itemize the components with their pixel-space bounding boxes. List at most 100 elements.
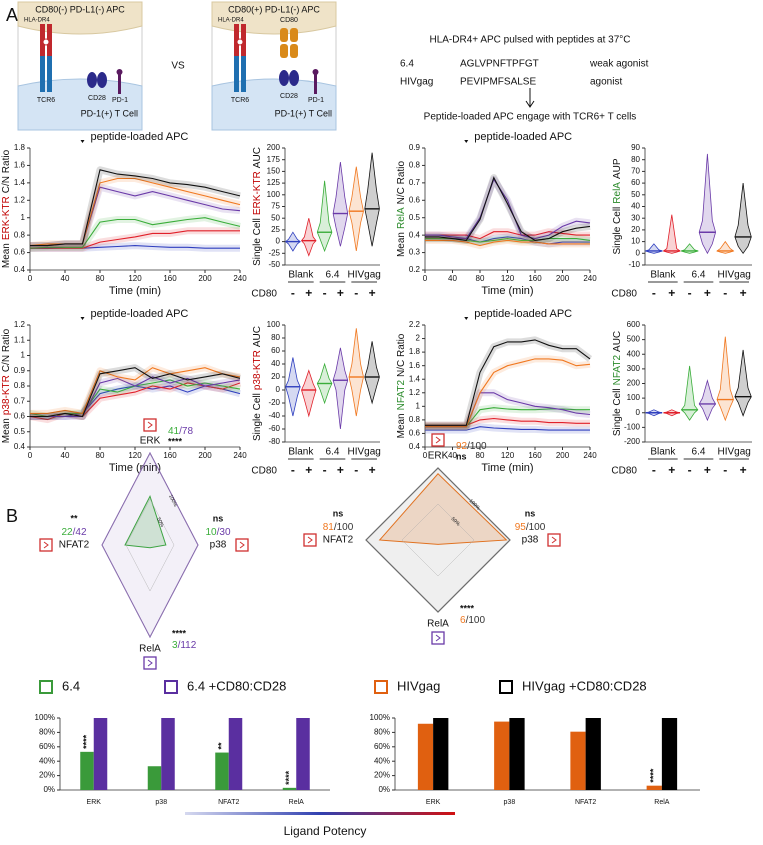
y-tick-label: 0	[276, 237, 281, 246]
legend-label: HIVgag +CD80:CD28	[522, 678, 647, 693]
y-tick-label: 0.4	[14, 442, 26, 451]
diagram-label: HLA-DR4	[24, 18, 50, 24]
y-axis-label-part: AUP	[612, 158, 623, 179]
pathway-icon	[431, 433, 445, 447]
line	[30, 169, 241, 247]
cd80-sign: +	[369, 463, 376, 477]
fraction-part: /100	[334, 522, 354, 533]
fraction-part: /100	[526, 522, 546, 533]
x-tick-label: 40	[61, 274, 70, 283]
line	[425, 339, 591, 426]
y-axis-label: Mean p38-KTR C/N Ratio	[1, 328, 12, 443]
violin	[734, 349, 752, 417]
y-tick-label: 1	[21, 351, 26, 360]
bar	[509, 718, 525, 790]
cd80-sign: -	[652, 286, 656, 300]
y-axis-label-part: C/N Ratio	[1, 328, 12, 372]
y-tick-label: 1	[416, 401, 421, 410]
significance: ****	[649, 768, 659, 783]
bar	[646, 785, 662, 790]
x-tick-label: 40	[448, 274, 457, 283]
cd80-sign: +	[337, 463, 344, 477]
y-tick-label: 20	[271, 372, 280, 381]
violin	[316, 180, 333, 253]
cd80-sign: +	[668, 286, 675, 300]
y-tick-label: 200	[267, 143, 281, 152]
y-tick-label: 60%	[39, 742, 55, 751]
y-tick-label: 60	[631, 178, 640, 187]
legend-swatch	[164, 680, 178, 694]
fraction: 92/100	[456, 441, 487, 452]
violin	[698, 379, 717, 422]
y-tick-label: 40%	[374, 756, 390, 765]
peptide-activity: weak agonist	[589, 59, 649, 70]
y-tick-label: 2	[416, 334, 421, 343]
diagram-label: CD28	[88, 95, 106, 102]
panel-label: B	[6, 506, 18, 526]
violin	[364, 341, 380, 405]
bar	[215, 752, 229, 790]
y-tick-label: 400	[627, 349, 641, 358]
axis	[644, 325, 752, 443]
y-axis-label-part: C/N Ratio	[1, 149, 12, 193]
significance: ns	[213, 513, 224, 523]
y-tick-label: 60%	[374, 742, 390, 751]
significance: ****	[81, 734, 91, 749]
y-tick-label: 0.6	[409, 429, 421, 438]
y-tick-label: 1.1	[14, 335, 26, 344]
cd80-sign: +	[740, 463, 747, 477]
x-tick-label: 80	[476, 451, 485, 460]
pathway-icon	[547, 533, 561, 547]
group-label: Blank	[650, 447, 676, 458]
y-tick-label: 0	[276, 385, 281, 394]
cd80-sign: -	[723, 463, 727, 477]
fraction-part: 81	[323, 522, 335, 533]
radar-grid	[125, 498, 175, 592]
y-tick-label: 75	[271, 202, 280, 211]
y-tick-label: 25	[271, 225, 280, 234]
line	[30, 376, 241, 418]
cd80-label: CD80	[251, 289, 277, 300]
violin	[644, 243, 664, 254]
diagram-label: CD80	[280, 17, 298, 24]
fraction: 95/100	[515, 522, 546, 533]
x-tick-label: p38	[504, 799, 516, 806]
annotation-marker	[464, 140, 469, 143]
y-axis-label-part: NFAT2	[612, 355, 623, 386]
group-label: Blank	[288, 270, 314, 281]
y-axis-label-part: AUC	[252, 147, 263, 168]
x-tick-label: 80	[476, 274, 485, 283]
fraction-part: /100	[467, 441, 487, 452]
y-tick-label: 1.2	[14, 195, 26, 204]
x-tick-label: 160	[528, 274, 542, 283]
line	[29, 217, 241, 249]
bar	[80, 751, 94, 790]
violin	[301, 369, 317, 418]
line	[30, 230, 240, 249]
y-tick-label: 1.6	[14, 161, 26, 170]
x-tick-label: 240	[233, 274, 247, 283]
y-tick-label: 0.5	[409, 213, 421, 222]
group-label: HIVgag	[347, 447, 380, 458]
y-axis-label-part: NFAT2	[396, 380, 407, 411]
cell-diagram: CD80(-) PD-L1(-) APC HLA-DR4 TCR6 CD28 P…	[17, 1, 143, 131]
cd80-sign: +	[740, 286, 747, 300]
pathway-icon	[239, 541, 245, 549]
violin	[698, 153, 717, 255]
y-tick-label: 1.6	[409, 361, 421, 370]
radar-axis-label: ERK	[140, 436, 161, 447]
footer-label: Ligand Potency	[284, 824, 367, 838]
line	[30, 367, 241, 415]
protocol-title: HLA-DR4+ APC pulsed with peptides at 37°…	[429, 35, 630, 46]
cd80-sign: -	[652, 463, 656, 477]
fraction-part: 3	[172, 640, 178, 651]
y-tick-label: 1.2	[409, 388, 421, 397]
annotation: peptide-loaded APC	[91, 308, 189, 320]
y-tick-label: 1.4	[14, 178, 26, 187]
y-axis-label-part: Single Cell	[252, 218, 263, 266]
y-axis-label-part: Mean	[396, 413, 407, 438]
bar	[433, 718, 449, 790]
y-tick-label: 30	[631, 213, 640, 222]
y-axis-label-part: ERK-KTR	[1, 196, 12, 240]
